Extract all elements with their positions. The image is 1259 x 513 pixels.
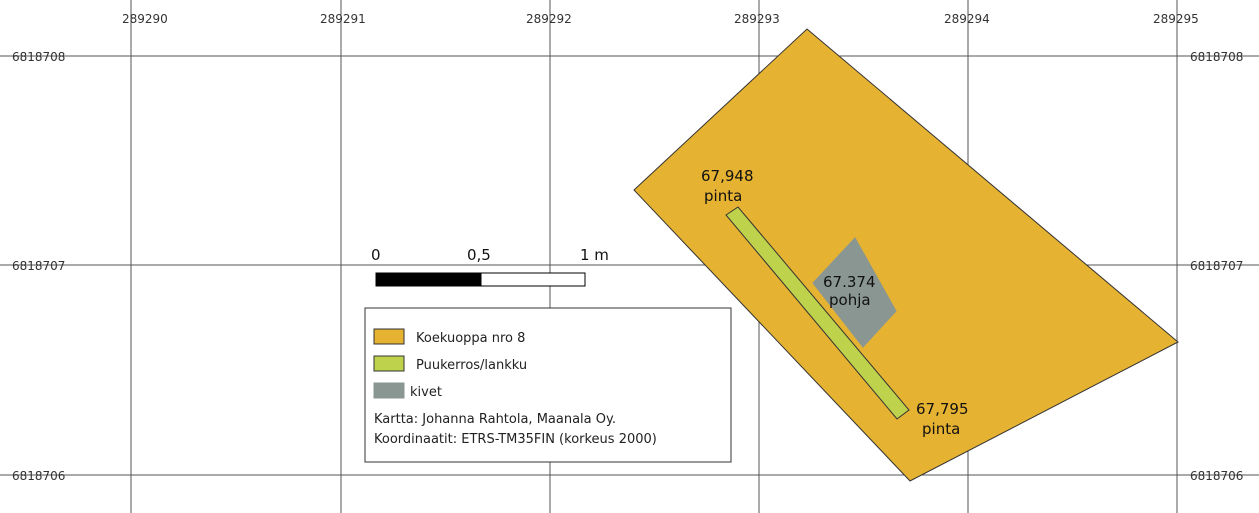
x-label: 289293: [734, 12, 780, 26]
y-label: 6818707: [1190, 259, 1243, 273]
y-label: 6818706: [12, 469, 65, 483]
y-label: 6818706: [1190, 469, 1243, 483]
legend-box: [364, 307, 732, 463]
legend-label-stones: kivet: [410, 385, 442, 400]
legend-credit: Kartta: Johanna Rahtola, Maanala Oy.: [374, 412, 616, 427]
elevation-top-value: 67,948: [701, 167, 754, 185]
x-label: 289294: [944, 12, 990, 26]
test-pit-polygon[interactable]: [633, 28, 1179, 482]
legend-swatch-plank: [373, 355, 405, 372]
scale-segment-white: [480, 272, 586, 287]
scale-segment-black: [375, 272, 482, 287]
elevation-mid-value: 67.374: [823, 273, 876, 291]
y-label: 6818707: [12, 259, 65, 273]
elevation-bottom-label: pinta: [922, 420, 960, 438]
elevation-bottom-value: 67,795: [916, 400, 969, 418]
x-label: 289292: [526, 12, 572, 26]
legend-label-plank: Puukerros/lankku: [416, 358, 527, 373]
legend-crs: Koordinaatit: ETRS-TM35FIN (korkeus 2000…: [374, 432, 657, 447]
stones-polygon[interactable]: [812, 237, 897, 348]
legend-swatch-stones: [373, 382, 405, 399]
x-coordinate-labels: 289290 289291 289292 289293 289294 28929…: [122, 12, 1199, 26]
scale-label-1m: 1 m: [580, 246, 609, 264]
scale-bar: 0 0,5 1 m: [371, 246, 609, 287]
legend: Koekuoppa nro 8 Puukerros/lankku kivet K…: [364, 307, 732, 463]
x-label: 289290: [122, 12, 168, 26]
plank-polygon[interactable]: [725, 206, 910, 420]
y-coordinate-labels-right: 6818708 6818707 6818706: [1190, 50, 1243, 483]
elevation-mid-label: pohja: [829, 291, 871, 309]
elevation-top-label: pinta: [704, 187, 742, 205]
y-label: 6818708: [12, 50, 65, 64]
y-label: 6818708: [1190, 50, 1243, 64]
scale-label-0: 0: [371, 246, 381, 264]
x-label: 289295: [1153, 12, 1199, 26]
x-label: 289291: [320, 12, 366, 26]
legend-swatch-pit: [373, 328, 405, 345]
legend-label-pit: Koekuoppa nro 8: [416, 331, 525, 346]
y-coordinate-labels-left: 6818708 6818707 6818706: [12, 50, 65, 483]
scale-label-half: 0,5: [467, 246, 491, 264]
